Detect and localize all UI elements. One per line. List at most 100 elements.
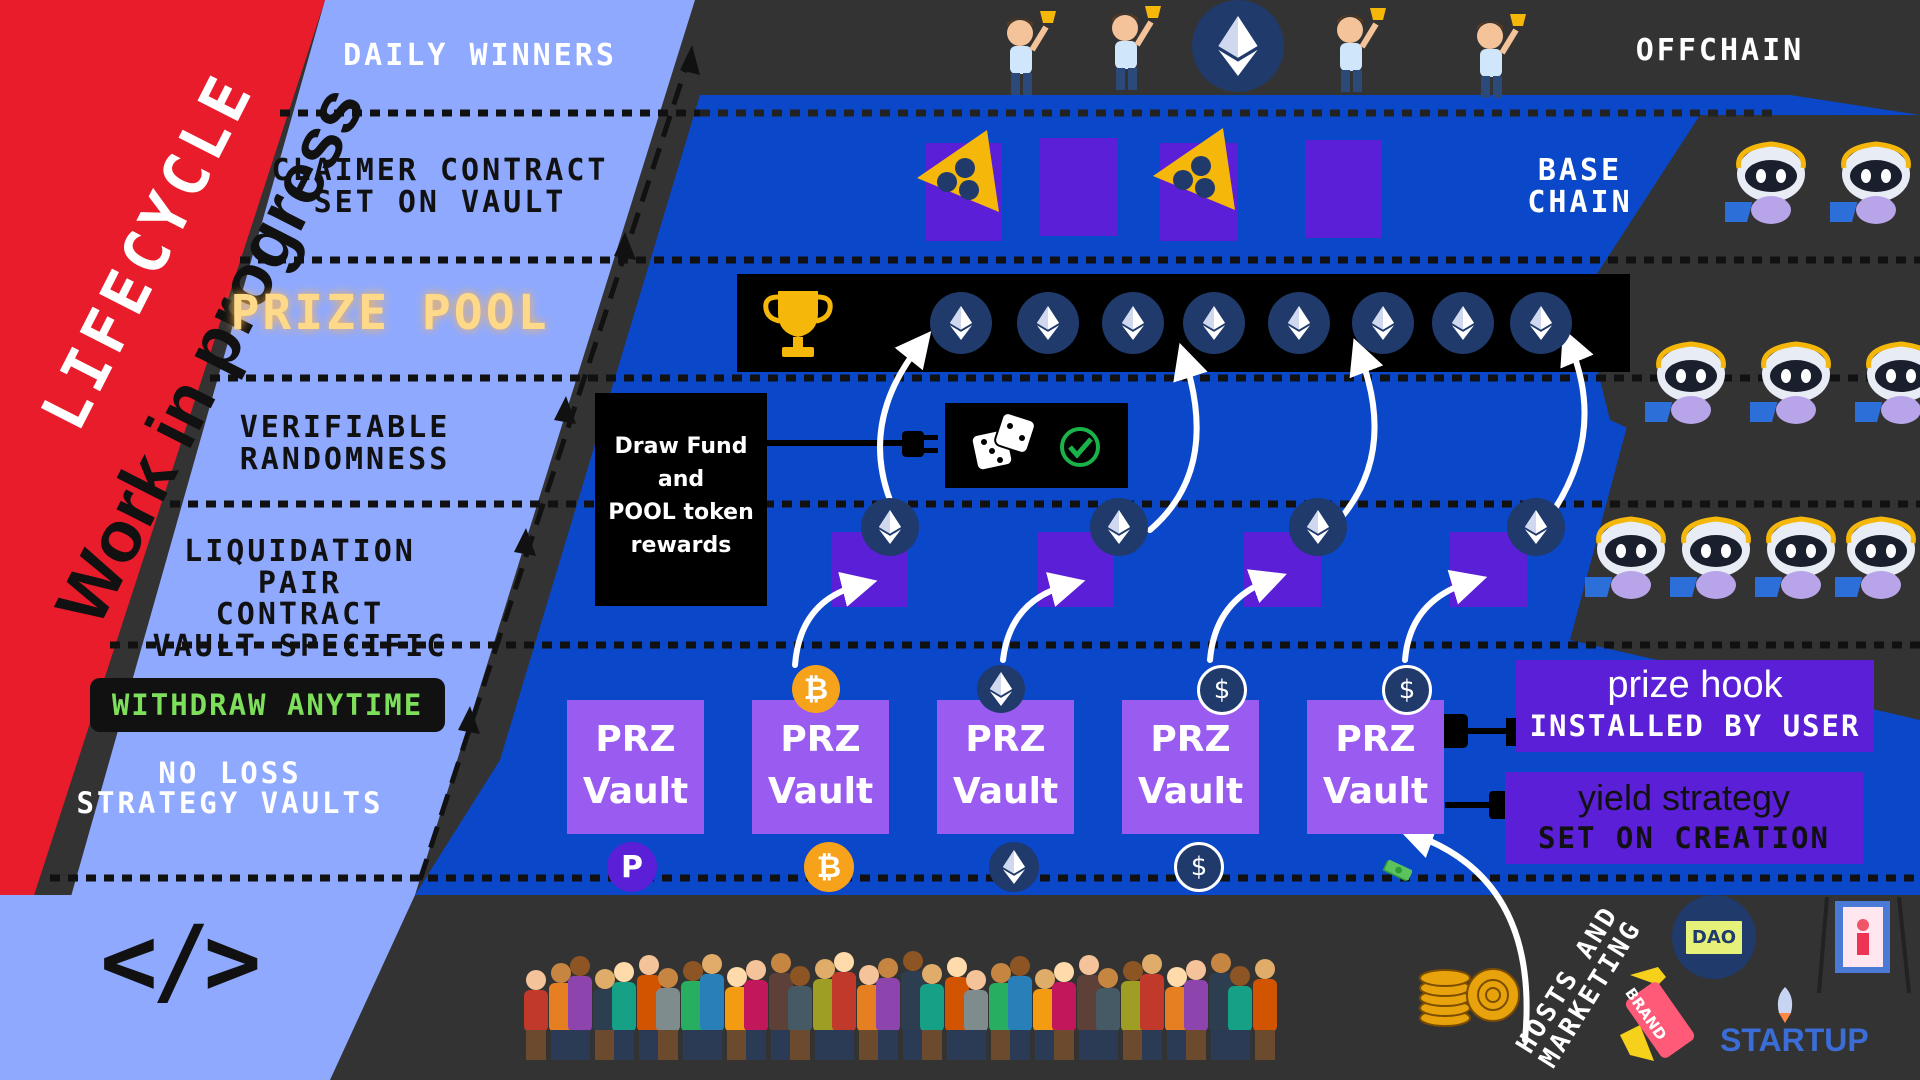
crowd-person	[897, 949, 929, 1064]
ethereum-icon	[977, 665, 1025, 713]
crowd-person	[608, 960, 640, 1064]
liquidation-label: LIQUIDATION PAIR CONTRACT VAULT SPECIFIC	[140, 536, 460, 662]
ethereum-icon	[1183, 292, 1245, 354]
light-blue-band	[0, 0, 695, 1080]
bitcoin-icon: ₿	[792, 665, 840, 713]
crowd-person	[853, 963, 885, 1064]
prize-hook-line1: prize hook	[1607, 664, 1783, 706]
prz-vault[interactable]: PRZ Vault	[1307, 700, 1444, 834]
dollar-icon: $	[1174, 842, 1224, 892]
crowd-person	[960, 968, 992, 1064]
dao-badge: DAO	[1672, 895, 1756, 979]
draw-fund-line2: and	[657, 467, 705, 492]
cash-icon	[1357, 842, 1437, 900]
presentation-icon	[1817, 896, 1911, 994]
vault-label-line2: Vault	[582, 771, 689, 812]
coins-icon	[1419, 968, 1520, 1027]
crowd-icon	[520, 935, 1285, 1060]
crowd-person	[696, 952, 728, 1064]
vault-label-line1: PRZ	[1150, 719, 1231, 760]
daily-winners-label: DAILY WINNERS	[343, 38, 617, 73]
crowd-person	[872, 956, 904, 1064]
crowd-person	[589, 967, 621, 1064]
ethereum-icon	[1268, 292, 1330, 354]
ethereum-icon	[1289, 498, 1347, 556]
robot-icon	[1823, 515, 1920, 601]
crowd-person	[941, 955, 973, 1064]
draw-fund-line1: Draw Fund	[614, 434, 748, 459]
ethereum-icon	[1507, 498, 1565, 556]
red-band	[0, 0, 325, 1000]
no-loss-label: NO LOSS STRATEGY VAULTS	[60, 758, 400, 819]
prz-vault[interactable]: PRZ Vault	[1122, 700, 1259, 834]
ethereum-icon	[861, 498, 919, 556]
ethereum-icon	[1510, 292, 1572, 354]
crowd-person	[740, 958, 772, 1064]
robot-icon	[1713, 140, 1817, 226]
bitcoin-icon: ₿	[804, 842, 854, 892]
crowd-person	[677, 959, 709, 1064]
vault-label-line1: PRZ	[965, 719, 1046, 760]
crowd-person	[520, 968, 552, 1064]
dao-label: DAO	[1682, 917, 1746, 957]
rocket-icon	[1777, 987, 1793, 1023]
vault-label-line1: PRZ	[1335, 719, 1416, 760]
yield-strategy-line1: yield strategy	[1577, 777, 1791, 818]
robot-icon	[1743, 515, 1847, 601]
crowd-person	[1205, 951, 1237, 1064]
dice-icon	[970, 412, 1036, 472]
withdraw-anytime-badge: WITHDRAW ANYTIME	[90, 678, 445, 732]
crowd-person	[1004, 954, 1036, 1064]
code-icon: </>	[100, 905, 261, 1017]
randomness-label: VERIFIABLE RANDOMNESS	[200, 412, 490, 475]
crowd-person	[809, 957, 841, 1064]
prize-hook-line2: INSTALLED BY USER	[1529, 709, 1861, 743]
robot-icon	[1573, 515, 1677, 601]
pooltogether-triangle-icon	[917, 130, 999, 212]
robot-icon	[1818, 140, 1920, 226]
crowd-person	[545, 961, 577, 1064]
robot-icon	[1658, 515, 1762, 601]
crowd-person	[564, 954, 596, 1064]
prz-vault[interactable]: PRZ Vault	[752, 700, 889, 834]
vault-label-line1: PRZ	[595, 719, 676, 760]
vault-label-line2: Vault	[1322, 771, 1429, 812]
ethereum-icon	[1192, 0, 1284, 92]
winner-person-icon	[1007, 11, 1056, 95]
base-chain-label-line2: CHAIN	[1527, 184, 1633, 220]
liquidation-label-line2: CONTRACT	[215, 597, 385, 632]
yield-strategy-line2: SET ON CREATION	[1538, 821, 1830, 855]
claimer-label-line1: CLAIMER CONTRACT	[271, 153, 609, 188]
dollar-icon: $	[1197, 665, 1247, 715]
dollar-icon: $	[1382, 665, 1432, 715]
vault-label-line1: PRZ	[780, 719, 861, 760]
crowd-person	[1180, 958, 1212, 1064]
draw-fund-line4: rewards	[630, 533, 732, 558]
pool-token-icon: P	[607, 842, 657, 892]
liquidation-label-line3: VAULT SPECIFIC	[152, 628, 448, 664]
prz-vault[interactable]: PRZ Vault	[937, 700, 1074, 834]
winner-person-icon	[1477, 14, 1526, 98]
liquidation-label-line1: LIQUIDATION PAIR	[184, 534, 416, 601]
pooltogether-triangle-icon	[1153, 128, 1235, 210]
trophy-icon	[763, 291, 833, 357]
vault-label-line2: Vault	[767, 771, 874, 812]
winner-person-icon	[1112, 6, 1161, 90]
crowd-person	[916, 962, 948, 1064]
base-chain-label-line1: BASE	[1537, 153, 1623, 188]
prize-hook-box: prize hook INSTALLED BY USER	[1516, 660, 1874, 752]
brand-tag-icon	[1620, 967, 1695, 1061]
check-icon	[1060, 427, 1100, 467]
ethereum-icon	[1017, 292, 1079, 354]
vault-label-line2: Vault	[1137, 771, 1244, 812]
ethereum-icon	[989, 842, 1039, 892]
crowd-person	[1117, 959, 1149, 1064]
no-loss-label-line2: STRATEGY VAULTS	[76, 786, 384, 821]
prz-vault[interactable]: PRZ Vault	[567, 700, 704, 834]
robot-icon	[1738, 340, 1842, 426]
prize-pool-label: PRIZE POOL	[230, 285, 550, 341]
draw-fund-box: Draw Fund and POOL token rewards	[595, 393, 767, 606]
crowd-person	[765, 951, 797, 1064]
crowd-person	[1048, 960, 1080, 1064]
